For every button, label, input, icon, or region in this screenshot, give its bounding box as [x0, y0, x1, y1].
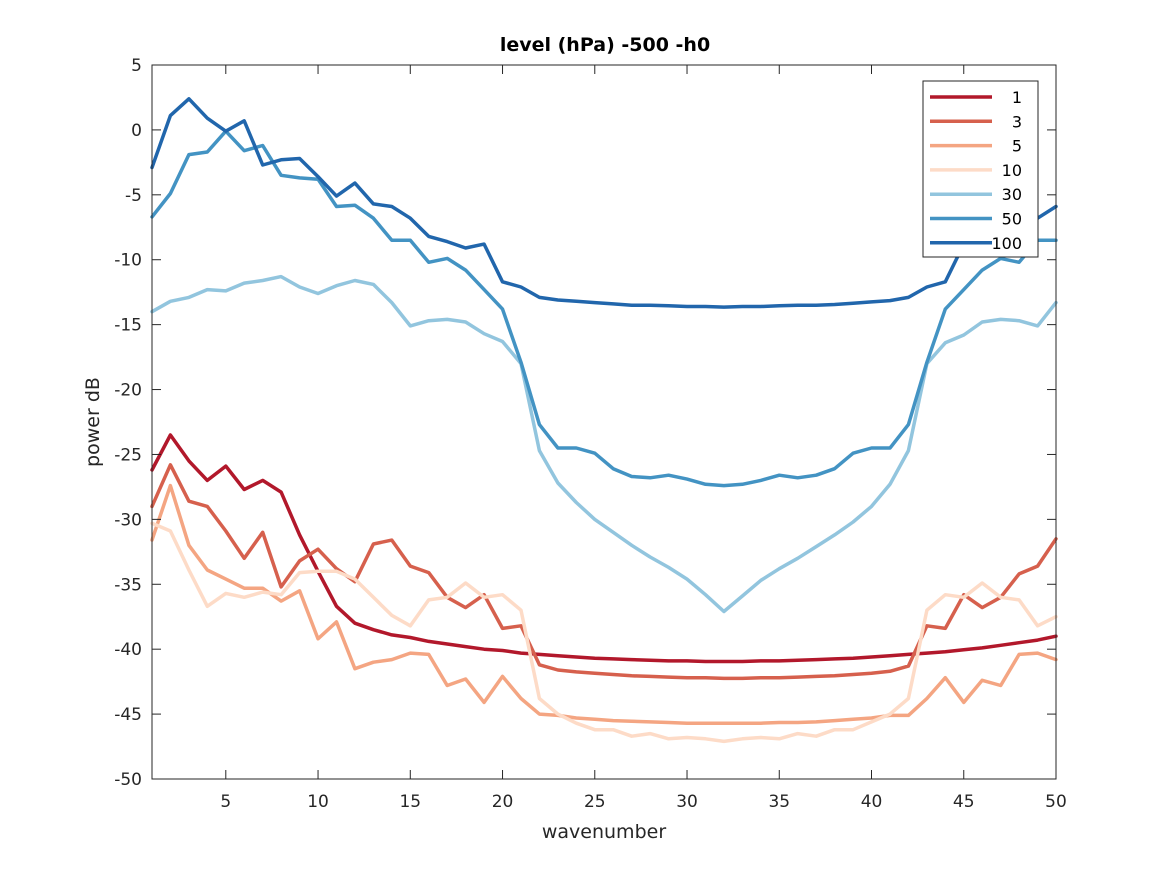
x-tick-label: 50	[1045, 792, 1067, 812]
legend: 1 3 5 10 30 50 100	[922, 80, 1039, 258]
plot-background	[152, 65, 1056, 779]
x-tick-label: 10	[307, 792, 329, 812]
x-axis-label: wavenumber	[542, 821, 666, 843]
legend-label: 3	[1012, 112, 1022, 131]
y-tick-label: 0	[131, 121, 142, 141]
legend-label: 100	[991, 234, 1022, 253]
x-tick-label: 25	[584, 792, 606, 812]
x-axis-ticks: 5 10 15 20 25 30 35 40 45 50	[220, 65, 1067, 812]
series-line-3	[150, 463, 1058, 681]
series-line-1	[150, 433, 1058, 664]
y-tick-label: -5	[125, 186, 142, 206]
series-line-100	[150, 97, 1058, 309]
plot-area: 5 10 15 20 25 30 35 40 45 50 50-5-10-15-20-25-30-…	[114, 56, 1067, 812]
series-layer	[150, 97, 1058, 744]
x-tick-label: 15	[399, 792, 421, 812]
legend-label: 5	[1012, 137, 1022, 156]
series-line-10	[150, 521, 1058, 744]
y-tick-label: -10	[114, 251, 142, 271]
x-tick-label: 45	[953, 792, 975, 812]
legend-label: 1	[1012, 88, 1022, 107]
y-tick-label: 5	[131, 56, 142, 76]
series-line-30	[150, 274, 1058, 614]
x-tick-label: 35	[768, 792, 790, 812]
legend-label: 10	[1002, 161, 1022, 180]
x-tick-label: 40	[861, 792, 883, 812]
y-tick-label: -15	[114, 316, 142, 336]
x-tick-label: 20	[492, 792, 514, 812]
legend-label: 50	[1002, 210, 1022, 229]
series-line-5	[150, 483, 1058, 725]
y-tick-label: -25	[114, 445, 142, 465]
series-line-50	[150, 129, 1058, 488]
axes-box	[151, 64, 1057, 780]
y-tick-label: -30	[114, 510, 142, 530]
x-tick-label: 30	[676, 792, 698, 812]
x-tick-label: 5	[220, 792, 231, 812]
y-tick-label: -40	[114, 640, 142, 660]
legend-items: 1 3 5 10 30 50 100	[930, 88, 1022, 253]
y-axis-ticks: 50-5-10-15-20-25-30-35-40-45-50	[114, 56, 1056, 790]
y-tick-label: -20	[114, 381, 142, 401]
y-tick-label: -50	[114, 770, 142, 790]
chart-title: level (hPa) -500 -h0	[500, 34, 710, 56]
legend-label: 30	[1002, 185, 1022, 204]
y-axis-label: power dB	[82, 377, 104, 467]
y-tick-label: -35	[114, 575, 142, 595]
y-tick-label: -45	[114, 705, 142, 725]
